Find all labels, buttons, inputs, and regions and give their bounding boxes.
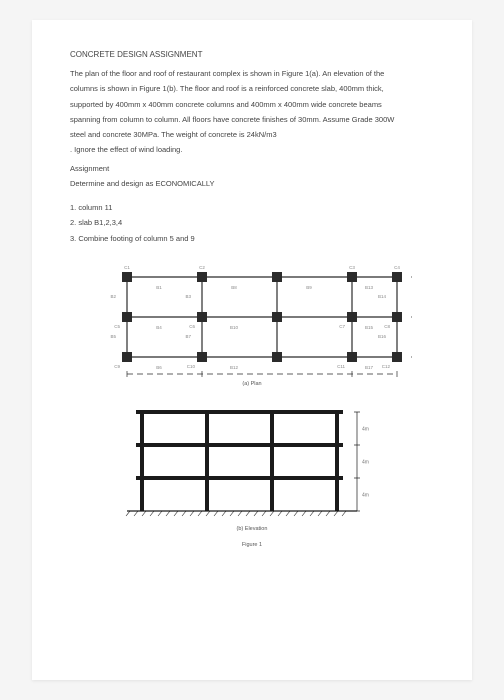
svg-text:B2: B2 bbox=[110, 294, 116, 299]
svg-text:B6: B6 bbox=[156, 365, 162, 370]
svg-text:B10: B10 bbox=[230, 325, 239, 330]
svg-text:B9: B9 bbox=[306, 285, 312, 290]
svg-text:C9: C9 bbox=[114, 364, 120, 369]
paragraph-line: spanning from column to column. All floo… bbox=[70, 113, 434, 127]
figure-label: Figure 1 bbox=[87, 542, 417, 548]
doc-title: CONCRETE DESIGN ASSIGNMENT bbox=[70, 50, 434, 59]
svg-text:C3: C3 bbox=[349, 265, 355, 270]
assignment-instruction: Determine and design as ECONOMICALLY bbox=[70, 177, 434, 191]
svg-text:C11: C11 bbox=[337, 364, 345, 369]
svg-text:C7: C7 bbox=[339, 324, 345, 329]
svg-text:B8: B8 bbox=[231, 285, 237, 290]
svg-text:B4: B4 bbox=[156, 325, 162, 330]
svg-text:C1: C1 bbox=[124, 265, 130, 270]
svg-text:B13: B13 bbox=[365, 285, 374, 290]
paragraph-line: columns is shown in Figure 1(b). The flo… bbox=[70, 82, 434, 96]
svg-text:C4: C4 bbox=[394, 265, 400, 270]
svg-text:B5: B5 bbox=[110, 334, 116, 339]
paragraph-line: steel and concrete 30MPa. The weight of … bbox=[70, 128, 434, 142]
elevation-caption: (b) Elevation bbox=[87, 526, 417, 532]
paragraph-line: . Ignore the effect of wind loading. bbox=[70, 143, 434, 157]
svg-text:B3: B3 bbox=[185, 294, 191, 299]
svg-text:B7: B7 bbox=[185, 334, 191, 339]
svg-text:B14: B14 bbox=[378, 294, 387, 299]
paragraph-line: supported by 400mm x 400mm concrete colu… bbox=[70, 98, 434, 112]
elevation-diagram: 4m 4m 4m bbox=[122, 397, 382, 522]
svg-text:B15: B15 bbox=[365, 325, 374, 330]
plan-caption: (a) Plan bbox=[87, 381, 417, 387]
svg-text:C10: C10 bbox=[187, 364, 196, 369]
svg-text:C6: C6 bbox=[189, 324, 195, 329]
document-page: CONCRETE DESIGN ASSIGNMENT The plan of t… bbox=[32, 20, 472, 680]
list-item: 3. Combine footing of column 5 and 9 bbox=[70, 232, 434, 246]
plan-diagram: C1 C2 C3 C4 C5 C6 C7 C8 C9 C10 C11 C12 B1 B8 B9 B13 B2 B3… bbox=[92, 257, 412, 377]
svg-text:B17: B17 bbox=[365, 365, 374, 370]
svg-text:4m: 4m bbox=[362, 460, 369, 466]
svg-text:C5: C5 bbox=[114, 324, 120, 329]
list-item: 2. slab B1,2,3,4 bbox=[70, 216, 434, 230]
svg-text:C12: C12 bbox=[382, 364, 391, 369]
assignment-label: Assignment bbox=[70, 164, 434, 173]
list-item: 1. column 11 bbox=[70, 201, 434, 215]
svg-text:4m: 4m bbox=[362, 493, 369, 499]
paragraph-line: The plan of the floor and roof of restau… bbox=[70, 67, 434, 81]
task-list: 1. column 11 2. slab B1,2,3,4 3. Combine… bbox=[70, 201, 434, 246]
svg-text:B12: B12 bbox=[230, 365, 239, 370]
svg-text:B16: B16 bbox=[378, 334, 387, 339]
svg-text:4m: 4m bbox=[362, 427, 369, 433]
svg-text:C8: C8 bbox=[384, 324, 390, 329]
figure-container: C1 C2 C3 C4 C5 C6 C7 C8 C9 C10 C11 C12 B1 B8 B9 B13 B2 B3… bbox=[87, 257, 417, 548]
svg-text:B1: B1 bbox=[156, 285, 162, 290]
svg-text:C2: C2 bbox=[199, 265, 205, 270]
